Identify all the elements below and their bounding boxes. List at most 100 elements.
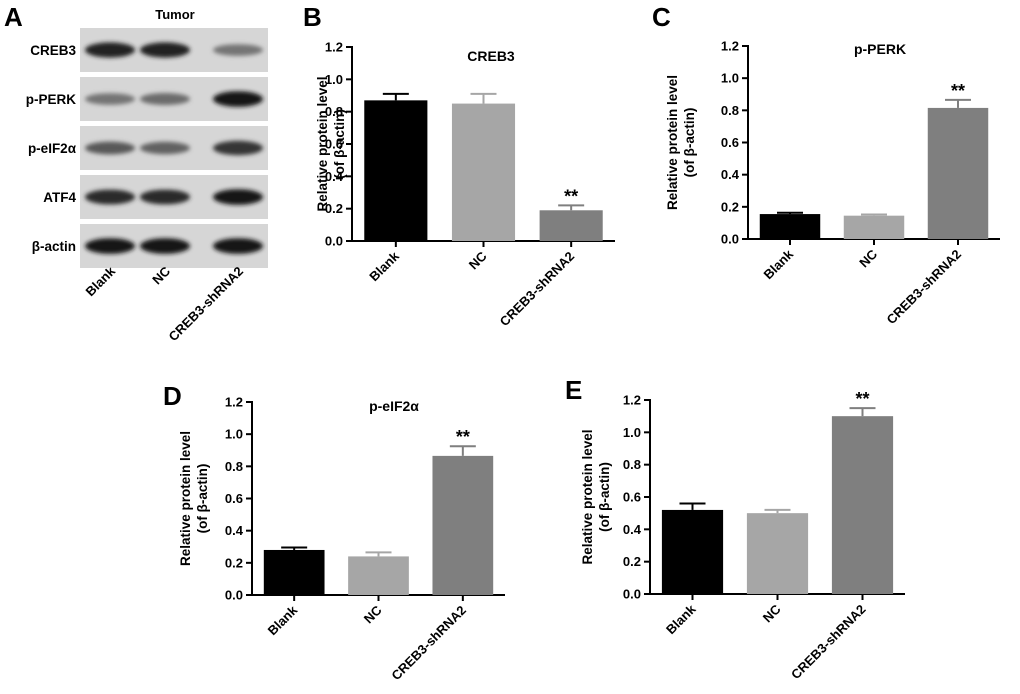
- blot-band: [140, 42, 190, 58]
- blot-band: [85, 141, 135, 155]
- chart-e: E Relative protein level (of β-actin) 0.0 0.…: [565, 375, 905, 682]
- blot-band: [85, 93, 135, 105]
- x-tick-label-creb3-shrna2: CREB3-shRNA2: [497, 249, 578, 330]
- bar-creb3-shrna2: [432, 455, 494, 595]
- bar-creb3-shrna2: [927, 107, 989, 239]
- chart-b: B CREB3 Relative protein level (of β-actin)…: [303, 2, 615, 329]
- y-tick-label: 1.2: [225, 395, 243, 410]
- y-tick-label: 0.0: [623, 587, 641, 602]
- blot-band: [213, 140, 263, 156]
- x-tick-label-nc: NC: [760, 601, 784, 625]
- y-axis-label-line1: Relative protein level: [665, 75, 680, 210]
- x-tick-label-blank: Blank: [663, 601, 699, 637]
- y-tick-label: 0.6: [325, 137, 343, 152]
- y-tick-label: 0.6: [623, 490, 641, 505]
- x-tick-label-creb3-shrna2: CREB3-shRNA2: [788, 602, 869, 683]
- x-tick-label-blank: Blank: [265, 602, 301, 638]
- y-tick-label: 0.4: [623, 522, 642, 537]
- y-axis-label-line2: (of β-actin): [332, 109, 347, 179]
- significance-marker: **: [564, 186, 578, 206]
- y-tick-label: 0.4: [721, 167, 740, 182]
- panel-letter-a: A: [4, 2, 23, 32]
- x-tick-label-nc: NC: [856, 246, 880, 270]
- y-tick-label: 0.2: [721, 199, 739, 214]
- bar-blank: [661, 509, 724, 594]
- chart-title: CREB3: [467, 48, 515, 64]
- y-tick-label: 0.2: [225, 555, 243, 570]
- chart-title: p-PERK: [854, 41, 906, 57]
- blot-band: [140, 189, 190, 205]
- panel-letter-b: B: [303, 2, 322, 32]
- blot-band: [85, 189, 135, 205]
- blot-rows: CREB3 p-PERK p-eIF2α ATF4 β-actin: [26, 28, 268, 268]
- bar-creb3-shrna2: [539, 210, 603, 241]
- blot-band: [213, 238, 263, 254]
- bar-blank: [364, 100, 428, 241]
- blot-row-p-eif2: p-eIF2α: [28, 126, 268, 170]
- panel-letter-c: C: [652, 2, 671, 32]
- y-axis-label-line1: Relative protein level: [315, 76, 330, 211]
- blot-band: [85, 238, 135, 254]
- bar-nc: [451, 103, 516, 241]
- y-tick-label: 1.2: [623, 393, 641, 408]
- panel-a-western-blot: A Tumor CREB3 p-PERK p-eIF2α ATF4 β-actin Bl…: [4, 2, 268, 344]
- panel-letter-e: E: [565, 375, 582, 405]
- x-tick-label-blank: Blank: [760, 246, 796, 282]
- blot-row-label: p-eIF2α: [28, 141, 77, 156]
- y-tick-label: 0.8: [721, 103, 739, 118]
- blot-row-label: CREB3: [30, 43, 76, 58]
- y-tick-label: 0.6: [721, 135, 739, 150]
- blot-lane-label-blank: Blank: [82, 263, 118, 299]
- blot-band: [140, 93, 190, 105]
- bar-nc: [843, 215, 905, 239]
- y-axis-label-line2: (of β-actin): [195, 464, 210, 534]
- y-tick-label: 0.2: [325, 201, 343, 216]
- y-tick-label: 1.0: [623, 425, 641, 440]
- y-tick-label: 1.0: [721, 71, 739, 86]
- y-axis-label-line2: (of β-actin): [597, 462, 612, 532]
- blot-header: Tumor: [155, 7, 194, 22]
- y-tick-label: 0.0: [225, 588, 243, 603]
- blot-lane-label-creb3-shrna2: CREB3-shRNA2: [166, 264, 247, 345]
- y-tick-label: 0.0: [325, 234, 343, 249]
- y-tick-label: 0.4: [325, 169, 344, 184]
- x-tick-label-blank: Blank: [366, 248, 402, 284]
- bar-blank: [263, 549, 325, 595]
- x-tick-label-nc: NC: [466, 248, 490, 272]
- y-axis-label-line2: (of β-actin): [682, 108, 697, 178]
- significance-marker: **: [456, 427, 470, 447]
- blot-band: [213, 91, 263, 107]
- blot-row-p-perk: p-PERK: [26, 77, 268, 121]
- panel-letter-d: D: [163, 381, 182, 411]
- bar-nc: [348, 556, 409, 595]
- bar-creb3-shrna2: [831, 416, 894, 594]
- blot-row-label: β-actin: [32, 239, 76, 254]
- blot-row-label: p-PERK: [26, 92, 77, 107]
- blot-row-actin: β-actin: [32, 224, 268, 268]
- y-axis-label-line1: Relative protein level: [178, 431, 193, 566]
- significance-marker: **: [951, 81, 965, 101]
- y-tick-label: 1.2: [325, 40, 343, 55]
- y-tick-label: 0.6: [225, 491, 243, 506]
- chart-title: p-eIF2α: [369, 398, 419, 414]
- blot-row-atf4: ATF4: [43, 175, 268, 219]
- blot-band: [140, 238, 190, 254]
- y-tick-label: 1.0: [325, 72, 343, 87]
- blot-band: [213, 189, 263, 205]
- y-tick-label: 0.8: [325, 104, 343, 119]
- blot-row-creb3: CREB3: [30, 28, 268, 72]
- x-tick-label-nc: NC: [361, 602, 385, 626]
- y-axis-label-line1: Relative protein level: [580, 429, 595, 564]
- y-tick-label: 0.4: [225, 523, 244, 538]
- significance-marker: **: [855, 389, 869, 409]
- x-tick-label-creb3-shrna2: CREB3-shRNA2: [388, 603, 469, 684]
- y-tick-label: 0.2: [623, 554, 641, 569]
- x-tick-label-creb3-shrna2: CREB3-shRNA2: [884, 247, 965, 328]
- y-tick-label: 0.8: [623, 457, 641, 472]
- blot-band: [140, 141, 190, 155]
- y-tick-label: 1.2: [721, 39, 739, 54]
- blot-band: [85, 42, 135, 58]
